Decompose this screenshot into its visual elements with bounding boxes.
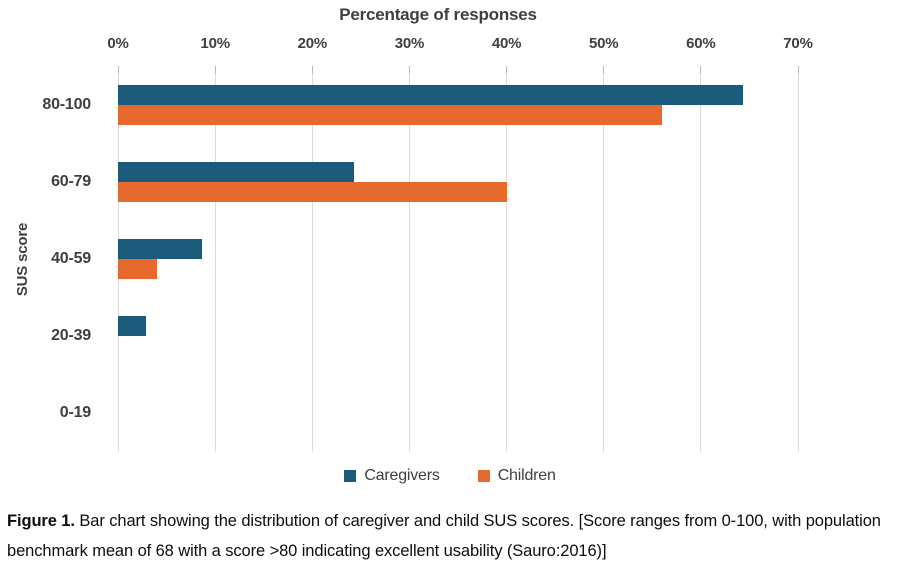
bar-children-40-59 — [118, 258, 157, 279]
bar-caregivers-60-79 — [118, 161, 355, 182]
figure-caption: Figure 1. Bar chart showing the distribu… — [7, 506, 887, 566]
category-label-80-100: 80-100 — [42, 95, 91, 113]
x-tick-label-40%: 40% — [491, 35, 522, 52]
legend-label-children: Children — [497, 467, 556, 484]
tick-mark-30% — [408, 66, 410, 74]
category-label-40-59: 40-59 — [51, 249, 91, 267]
tick-mark-10% — [214, 66, 216, 74]
gridline-40% — [506, 66, 508, 452]
bar-row-20-39 — [118, 298, 798, 375]
figure-caption-label: Figure 1. — [7, 512, 75, 530]
x-tick-label-10%: 10% — [200, 35, 230, 52]
gridline-50% — [603, 66, 605, 452]
gridline-70% — [797, 66, 799, 452]
bar-row-80-100 — [118, 66, 798, 143]
x-tick-label-30%: 30% — [394, 35, 425, 52]
tick-mark-50% — [603, 66, 605, 74]
tick-mark-0% — [117, 66, 119, 74]
category-label-20-39: 20-39 — [51, 327, 91, 345]
tick-mark-60% — [700, 66, 702, 74]
legend: Caregivers Children — [0, 467, 900, 485]
x-tick-label-60%: 60% — [686, 35, 716, 52]
gridline-10% — [214, 66, 216, 452]
legend-item-caregivers: Caregivers — [344, 467, 440, 485]
bar-row-40-59 — [118, 220, 798, 297]
bar-row-0-19 — [118, 375, 798, 452]
legend-swatch-caregivers — [344, 470, 357, 482]
tick-mark-40% — [506, 66, 508, 74]
category-label-0-19: 0-19 — [59, 404, 91, 422]
legend-item-children: Children — [477, 467, 556, 485]
tick-mark-70% — [797, 66, 799, 74]
bar-caregivers-20-39 — [118, 316, 147, 337]
plot-area — [117, 66, 799, 452]
category-label-60-79: 60-79 — [51, 172, 91, 190]
gridline-60% — [700, 66, 702, 452]
x-axis-title: Percentage of responses — [339, 5, 537, 24]
sus-score-bar-chart: Percentage of responses 0% 10% 20% 30% 40% 50… — [0, 5, 900, 485]
legend-label-caregivers: Caregivers — [364, 467, 440, 484]
x-tick-label-50%: 50% — [588, 35, 619, 52]
bar-row-60-79 — [118, 143, 798, 220]
x-tick-label-70%: 70% — [783, 35, 813, 52]
figure-caption-text: Bar chart showing the distribution of ca… — [7, 512, 881, 560]
gridline-20% — [311, 66, 313, 452]
x-tick-label-0%: 0% — [107, 35, 129, 52]
bar-children-80-100 — [118, 104, 662, 125]
bar-caregivers-80-100 — [118, 84, 743, 105]
bar-children-60-79 — [118, 181, 507, 202]
tick-mark-20% — [311, 66, 313, 74]
bar-caregivers-40-59 — [118, 238, 202, 259]
x-tick-label-20%: 20% — [297, 35, 328, 52]
gridline-30% — [408, 66, 410, 452]
legend-swatch-children — [477, 470, 490, 482]
